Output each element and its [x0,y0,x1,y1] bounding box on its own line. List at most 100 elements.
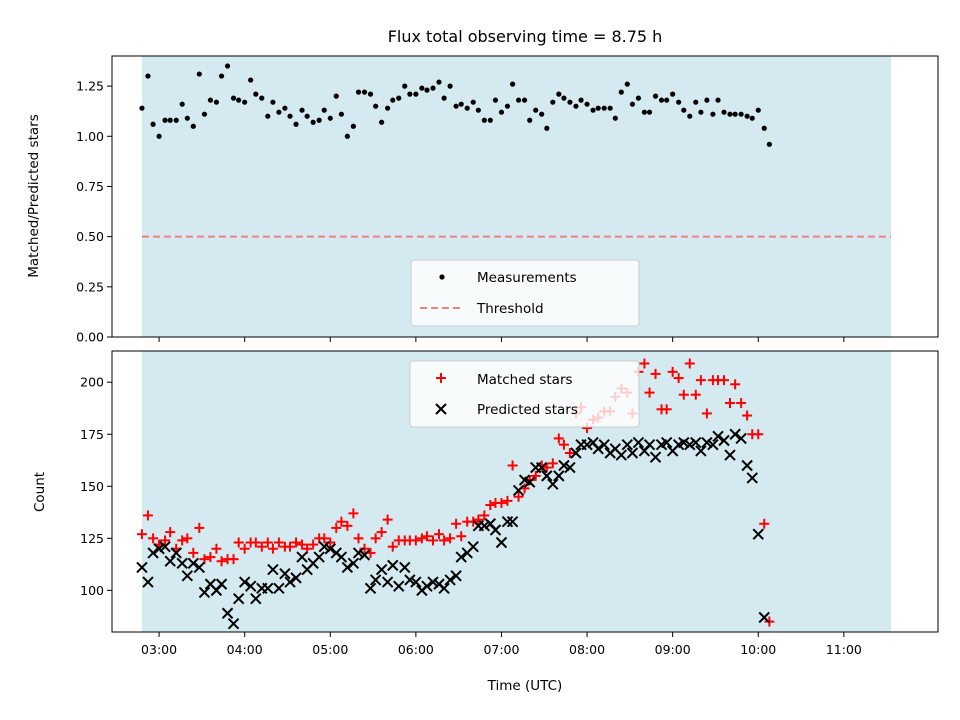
measurement-point [430,85,436,91]
x-marker-b [387,559,399,572]
predicted-stars-point [244,580,257,592]
x-marker-b [238,576,251,588]
top-legend: Measurements Threshold [410,259,640,327]
y-tick-label: 175 [80,427,104,442]
matched-stars-point [297,539,308,550]
bottom-legend-box [409,360,640,428]
matched-stars-point [547,458,558,469]
predicted-stars-point [547,478,559,490]
matched-stars-point [456,531,467,542]
matched-stars-point [331,522,342,533]
measurement-point [327,115,333,121]
measurement-point [515,97,522,103]
measurement-point [321,107,327,113]
matched-stars-point [262,537,273,548]
predicted-stars-point [489,524,502,536]
x-marker-b [512,484,525,497]
predicted-stars-point [176,557,188,570]
x-marker-b [535,461,548,474]
measurement-point [612,115,618,121]
x-marker-b [142,576,154,588]
predicted-stars-point [444,574,456,586]
predicted-stars-point [193,561,206,574]
measurement-point [607,105,613,111]
x-marker-b [435,403,447,415]
measurement-point [338,111,344,117]
x-marker-b [381,576,394,588]
predicted-stars-point [564,461,576,474]
matched-stars-point [541,462,552,473]
matched-stars-point [267,543,278,554]
x-marker-b [267,563,279,576]
matched-stars-point [370,533,381,544]
measurement-point [230,95,237,101]
predicted-stars-point [399,561,411,574]
x-marker-b [712,430,724,443]
predicted-stars-point [541,470,553,482]
x-marker-b [752,528,764,540]
x-marker-b [159,540,171,553]
x-marker-b [621,438,633,451]
measurement-point [738,111,744,117]
predicted-stars-point [296,551,308,563]
matched-stars-point [291,537,302,548]
matched-stars-point [530,470,541,481]
measurement-point [453,103,459,109]
predicted-stars-point [159,540,171,553]
predicted-stars-point [324,543,336,555]
matched-stars-point [250,537,261,548]
x-marker-b [592,443,604,455]
predicted-stars-point [136,561,148,574]
measurement-point [584,101,590,107]
predicted-stars-point [267,563,279,576]
matched-stars-point [188,547,199,558]
measurement-point [173,117,179,123]
matched-stars-point [690,389,701,400]
predicted-stars-point [690,436,702,449]
x-marker-b [758,611,770,624]
predicted-stars-point [758,611,770,624]
x-tick-label: 08:00 [569,642,605,657]
x-marker-b [444,574,456,586]
matched-stars-point [673,373,684,384]
measurement-point [590,107,596,113]
matched-stars-point [376,527,387,538]
predicted-stars-point [313,551,325,563]
measurement-point [390,97,396,103]
matched-stars-point [194,522,205,533]
matched-stars-point [336,516,347,527]
measurement-point [635,95,642,101]
measurement-point [578,97,584,103]
x-tick-label: 09:00 [655,642,691,657]
x-marker-b [399,561,411,574]
x-marker-b [198,586,211,599]
measurement-point [436,79,442,85]
predicted-stars-point [455,551,467,563]
measurement-point [201,111,208,117]
x-marker-b [553,470,565,482]
matched-stars-point [359,543,370,554]
predicted-stars-point [632,436,645,449]
measurement-point [441,95,447,101]
legend-predicted-x [435,403,447,415]
measurement-point [539,111,545,117]
matched-stars-point [736,398,747,409]
predicted-stars-point [712,430,724,443]
y-tick-label: 0.25 [76,279,104,294]
measurement-point [629,101,636,107]
x-marker-b [495,536,508,549]
matched-stars-point [348,508,359,519]
x-marker-b [450,570,462,582]
x-marker-b [506,515,519,528]
measurement-point [385,105,391,111]
x-marker-b [221,607,234,619]
x-marker-b [136,561,148,574]
measurement-point [658,97,665,103]
measurement-point [744,113,750,119]
legend-matched-label: Matched stars [477,372,573,388]
x-marker-b [341,561,354,574]
x-marker-b [701,436,713,449]
x-tick-label: 04:00 [227,642,263,657]
legend-matched-marker [436,373,446,383]
predicted-stars-point [512,484,525,497]
